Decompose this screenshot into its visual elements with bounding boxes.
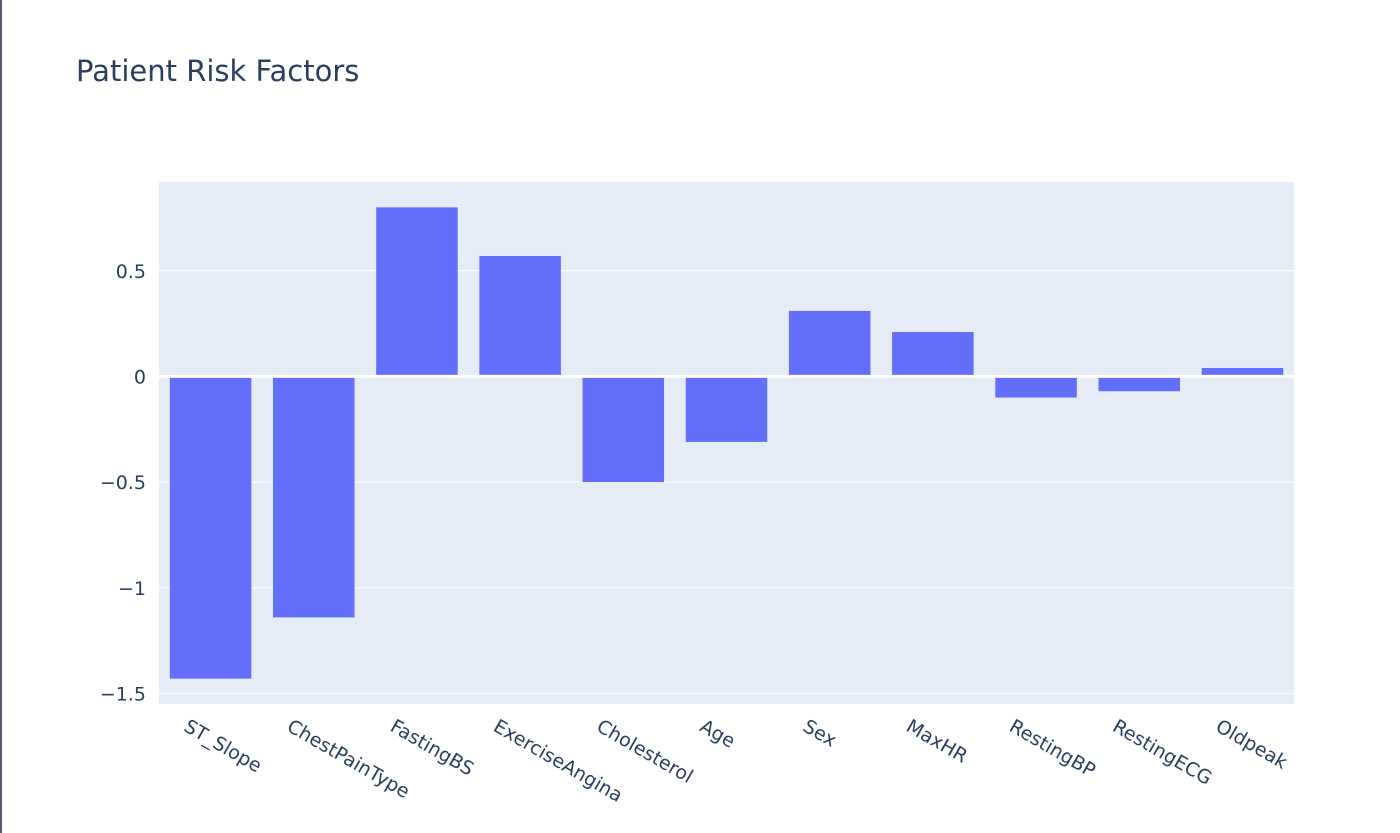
bar-chestpaintype bbox=[273, 376, 355, 618]
x-tick-label: RestingECG bbox=[1109, 715, 1216, 789]
bar-age bbox=[685, 376, 768, 442]
x-tick-label: MaxHR bbox=[902, 715, 971, 767]
bar-st-slope bbox=[169, 376, 252, 679]
y-tick-label: −1.5 bbox=[100, 683, 146, 705]
x-tick-label: Sex bbox=[799, 715, 840, 751]
x-tick-label: Oldpeak bbox=[1212, 715, 1291, 773]
bar-restingbp bbox=[995, 376, 1077, 398]
bar-fastingbs bbox=[376, 207, 458, 377]
bar-maxhr bbox=[892, 332, 974, 377]
bars bbox=[169, 207, 1284, 679]
grid-lines bbox=[159, 270, 1294, 694]
y-tick-label: −0.5 bbox=[100, 472, 146, 494]
x-tick-label: ST_Slope bbox=[180, 715, 265, 777]
chart-title: Patient Risk Factors bbox=[76, 54, 360, 88]
bar-cholesterol bbox=[582, 376, 665, 483]
y-axis-ticks: 0.5 0 −0.5 −1 −1.5 bbox=[100, 261, 146, 706]
y-tick-label: −1 bbox=[118, 578, 146, 600]
x-tick-label: RestingBP bbox=[1006, 715, 1100, 782]
y-tick-label: 0.5 bbox=[116, 261, 146, 283]
y-tick-label: 0 bbox=[134, 366, 146, 388]
x-tick-label: FastingBS bbox=[386, 715, 477, 780]
bar-sex bbox=[788, 310, 871, 377]
bar-oldpeak bbox=[1201, 367, 1284, 377]
x-tick-label: Age bbox=[696, 715, 739, 752]
bar-exerciseangina bbox=[479, 255, 561, 377]
bar-restingecg bbox=[1098, 376, 1180, 392]
